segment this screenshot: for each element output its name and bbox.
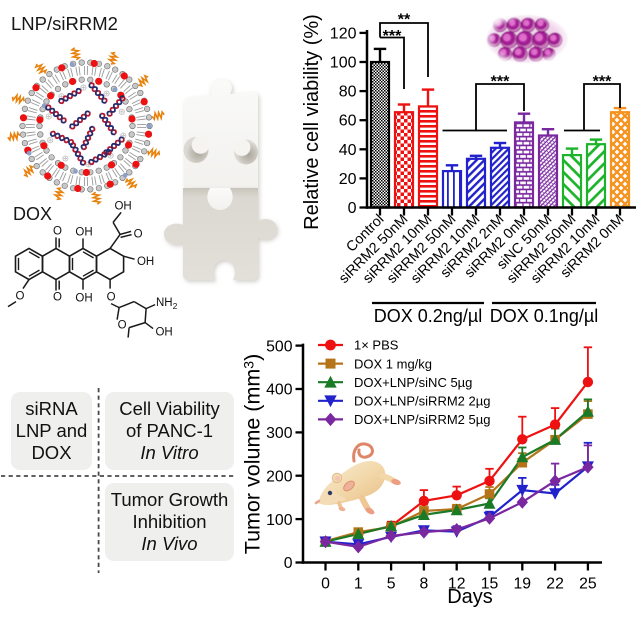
svg-text:O: O (134, 228, 143, 240)
svg-text:300: 300 (266, 425, 293, 442)
svg-text:0: 0 (321, 576, 330, 593)
svg-text:0: 0 (348, 200, 357, 217)
svg-text:DOX 1 mg/kg: DOX 1 mg/kg (354, 356, 432, 371)
svg-text:8: 8 (420, 576, 429, 593)
svg-text:15: 15 (481, 576, 499, 593)
svg-text:OH: OH (155, 327, 172, 339)
svg-text:DOX 0.2ng/µl: DOX 0.2ng/µl (374, 306, 482, 326)
svg-text:1× PBS: 1× PBS (354, 338, 399, 353)
svg-text:Tumor volume (mm3): Tumor volume (mm3) (241, 354, 265, 555)
svg-text:60: 60 (339, 113, 357, 130)
svg-text:DOX+LNP/siNC 5µg: DOX+LNP/siNC 5µg (354, 375, 472, 390)
svg-text:20: 20 (339, 171, 357, 188)
svg-text:DOX+LNP/siRRM2 2µg: DOX+LNP/siRRM2 2µg (354, 394, 490, 409)
svg-text:O: O (16, 291, 25, 303)
svg-text:OH: OH (75, 293, 92, 305)
svg-text:100: 100 (266, 512, 293, 529)
svg-text:500: 500 (266, 338, 293, 355)
svg-text:OH: OH (137, 256, 154, 268)
svg-text:OH: OH (75, 226, 92, 238)
svg-text:5: 5 (387, 576, 396, 593)
svg-text:**: ** (398, 12, 411, 29)
svg-text:DOX 0.1ng/µl: DOX 0.1ng/µl (490, 306, 598, 326)
svg-text:22: 22 (546, 576, 564, 593)
svg-text:O: O (107, 292, 116, 304)
svg-text:80: 80 (339, 84, 357, 101)
svg-text:100: 100 (330, 55, 357, 72)
svg-text:***: *** (383, 28, 402, 45)
svg-text:400: 400 (266, 382, 293, 399)
svg-text:Relative cell viability (%): Relative cell viability (%) (301, 14, 323, 230)
svg-text:DOX+LNP/siRRM2 5µg: DOX+LNP/siRRM2 5µg (354, 412, 490, 427)
svg-text:O: O (53, 292, 62, 304)
svg-text:1: 1 (354, 576, 363, 593)
svg-text:***: *** (491, 74, 510, 91)
svg-text:OH: OH (114, 200, 131, 212)
svg-text:19: 19 (514, 576, 532, 593)
svg-text:12: 12 (448, 576, 466, 593)
svg-text:120: 120 (330, 25, 357, 42)
svg-text:***: *** (593, 74, 612, 91)
svg-text:40: 40 (339, 142, 357, 159)
svg-text:NH2: NH2 (156, 297, 178, 311)
svg-text:Days: Days (447, 586, 493, 608)
svg-text:25: 25 (579, 576, 597, 593)
svg-text:O: O (53, 225, 62, 237)
svg-text:200: 200 (266, 468, 293, 485)
svg-text:O: O (118, 320, 127, 332)
svg-text:0: 0 (284, 555, 293, 572)
